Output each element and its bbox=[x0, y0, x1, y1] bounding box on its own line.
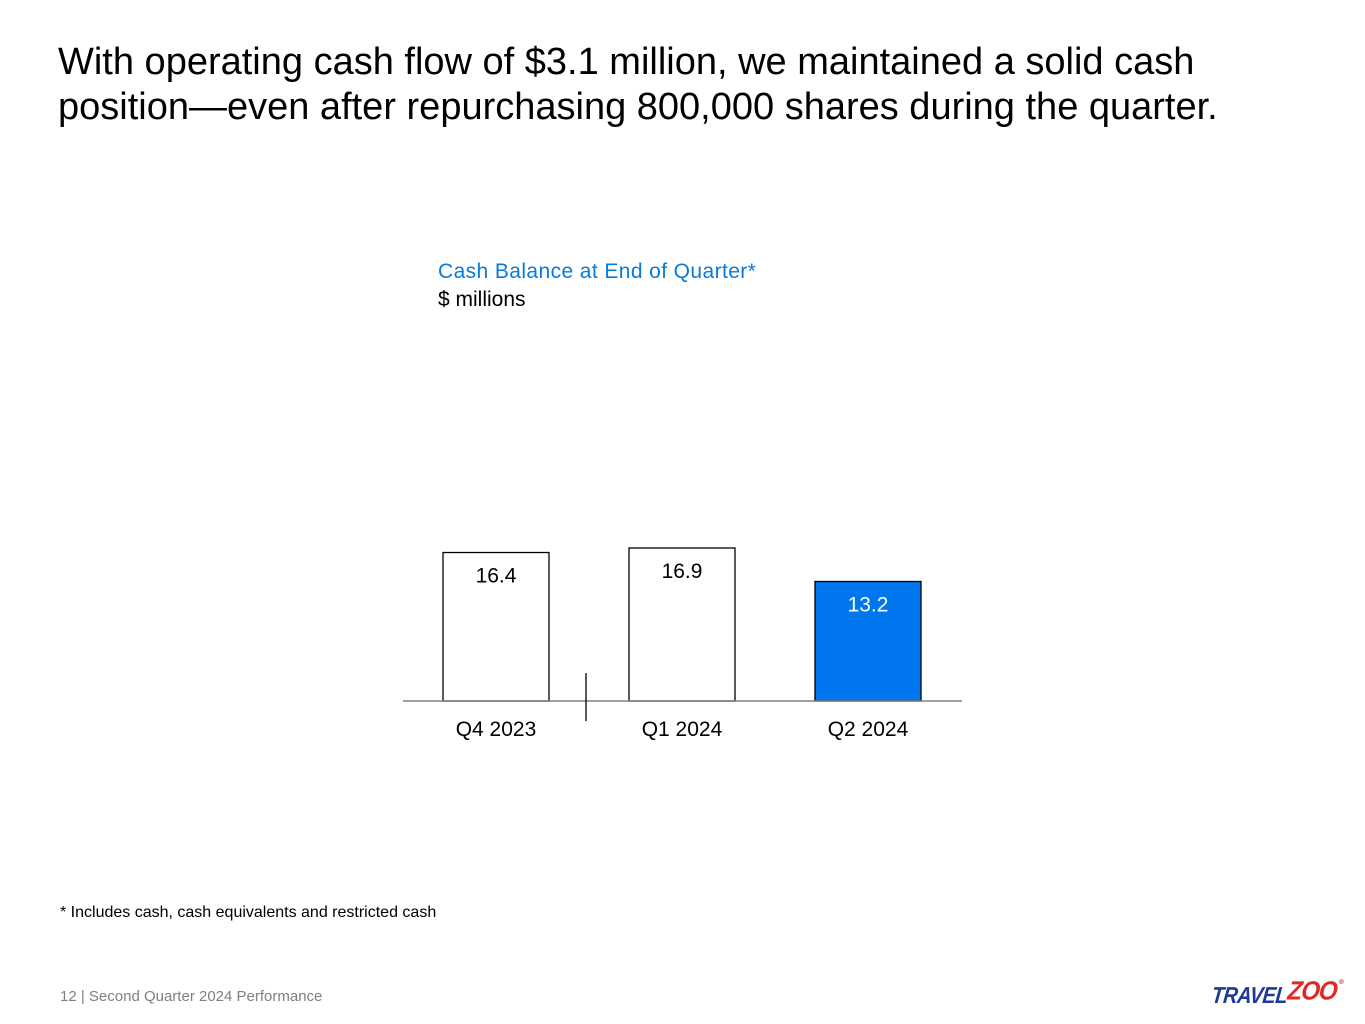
chart-subtitle: $ millions bbox=[438, 288, 526, 311]
x-tick-label: Q4 2023 bbox=[456, 718, 537, 741]
logo-text-main: TRAVEL bbox=[1210, 983, 1289, 1009]
logo-text-accent: ZOO bbox=[1286, 976, 1339, 1006]
bar-q2-2024 bbox=[814, 580, 922, 702]
x-tick-label: Q2 2024 bbox=[828, 718, 909, 741]
data-label: 16.9 bbox=[662, 560, 703, 583]
footnote: * Includes cash, cash equivalents and re… bbox=[60, 904, 437, 921]
data-label: 13.2 bbox=[848, 593, 889, 616]
page-title: With operating cash flow of $3.1 million… bbox=[58, 41, 1218, 128]
chart-title: Cash Balance at End of Quarter* bbox=[438, 260, 757, 283]
data-label: 16.4 bbox=[476, 565, 517, 588]
footer-page-info: 12 | Second Quarter 2024 Performance bbox=[60, 988, 323, 1005]
travelzoo-logo: TRAVEL ZOO ® bbox=[1210, 976, 1345, 1009]
logo-registered-mark: ® bbox=[1338, 979, 1345, 986]
bar-q1-2024 bbox=[628, 547, 736, 702]
x-tick-label: Q1 2024 bbox=[642, 718, 723, 741]
